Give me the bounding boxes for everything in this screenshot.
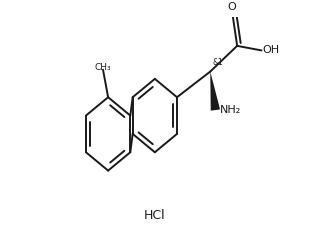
Text: CH₃: CH₃ — [95, 63, 111, 72]
Text: O: O — [228, 2, 236, 12]
Text: &1: &1 — [212, 58, 223, 67]
Text: NH₂: NH₂ — [220, 105, 241, 115]
Text: HCl: HCl — [143, 209, 165, 222]
Text: OH: OH — [263, 45, 280, 55]
Polygon shape — [210, 72, 220, 111]
